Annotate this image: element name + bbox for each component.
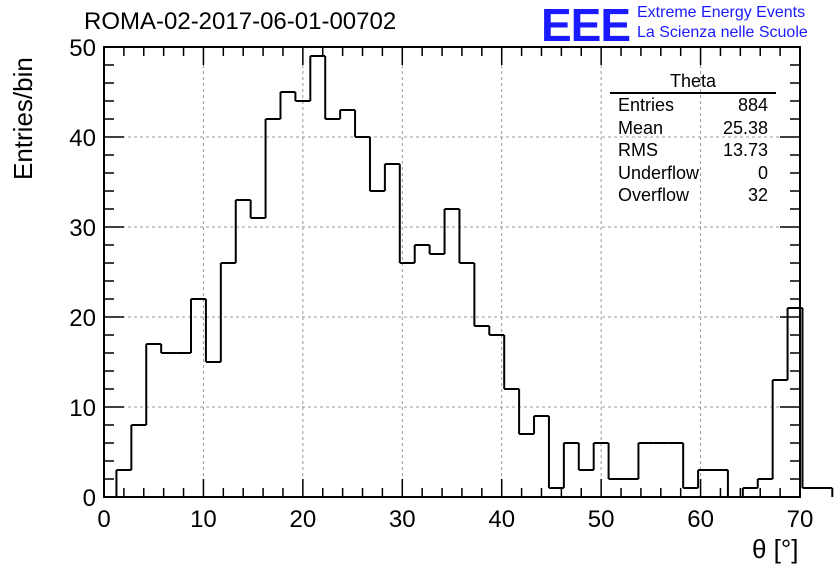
x-axis-label: θ [°]	[752, 534, 799, 564]
chart-title: ROMA-02-2017-06-01-00702	[84, 8, 397, 35]
x-tick-label: 0	[97, 506, 110, 533]
stats-box: Theta Entries 884 Mean 25.38 RMS 13.73 U…	[610, 70, 776, 207]
x-tick-label: 70	[787, 506, 814, 533]
x-tick-label: 30	[389, 506, 416, 533]
x-tick-label: 40	[488, 506, 515, 533]
x-tick-label: 50	[588, 506, 615, 533]
y-tick-label: 0	[83, 485, 96, 512]
axes	[103, 46, 801, 498]
stats-value: 25.38	[722, 117, 768, 138]
tick-labels: 0 10 20 30 40 50 60 70 0 10 20 30 40 50	[69, 35, 813, 533]
stats-row-underflow: Underflow 0	[610, 162, 776, 185]
y-axis-label: Entries/bin	[8, 57, 38, 180]
stats-value: 13.73	[722, 140, 768, 160]
grid-lines	[104, 47, 800, 497]
stats-row-mean: Mean 25.38	[610, 117, 776, 140]
y-tick-label: 10	[69, 395, 96, 422]
stats-label: RMS	[618, 140, 658, 160]
x-tick-label: 20	[290, 506, 317, 533]
stats-label: Underflow	[618, 162, 700, 183]
y-tick-label: 50	[69, 35, 96, 62]
logo-line-1: Extreme Energy Events	[637, 4, 806, 21]
x-tick-label: 10	[190, 506, 217, 533]
eee-logo: EEE	[541, 0, 631, 51]
stats-label: Mean	[618, 117, 664, 138]
stats-row-overflow: Overflow 32	[610, 184, 776, 207]
stats-row-rms: RMS 13.73	[610, 139, 776, 162]
stats-value: 0	[757, 162, 768, 183]
y-tick-label: 30	[69, 215, 96, 242]
stats-label: Overflow	[618, 185, 690, 205]
stats-label: Entries	[618, 95, 675, 115]
stats-value: 32	[747, 185, 768, 205]
plot-frame	[103, 46, 801, 498]
y-tick-label: 20	[69, 305, 96, 332]
logo-line-2: La Scienza nelle Scuole	[637, 24, 808, 41]
histogram-bars	[115, 55, 834, 498]
stats-title: Theta	[610, 70, 776, 94]
x-tick-label: 60	[687, 506, 714, 533]
y-tick-label: 40	[69, 125, 96, 152]
stats-row-entries: Entries 884	[610, 94, 776, 117]
stats-value: 884	[737, 95, 768, 115]
